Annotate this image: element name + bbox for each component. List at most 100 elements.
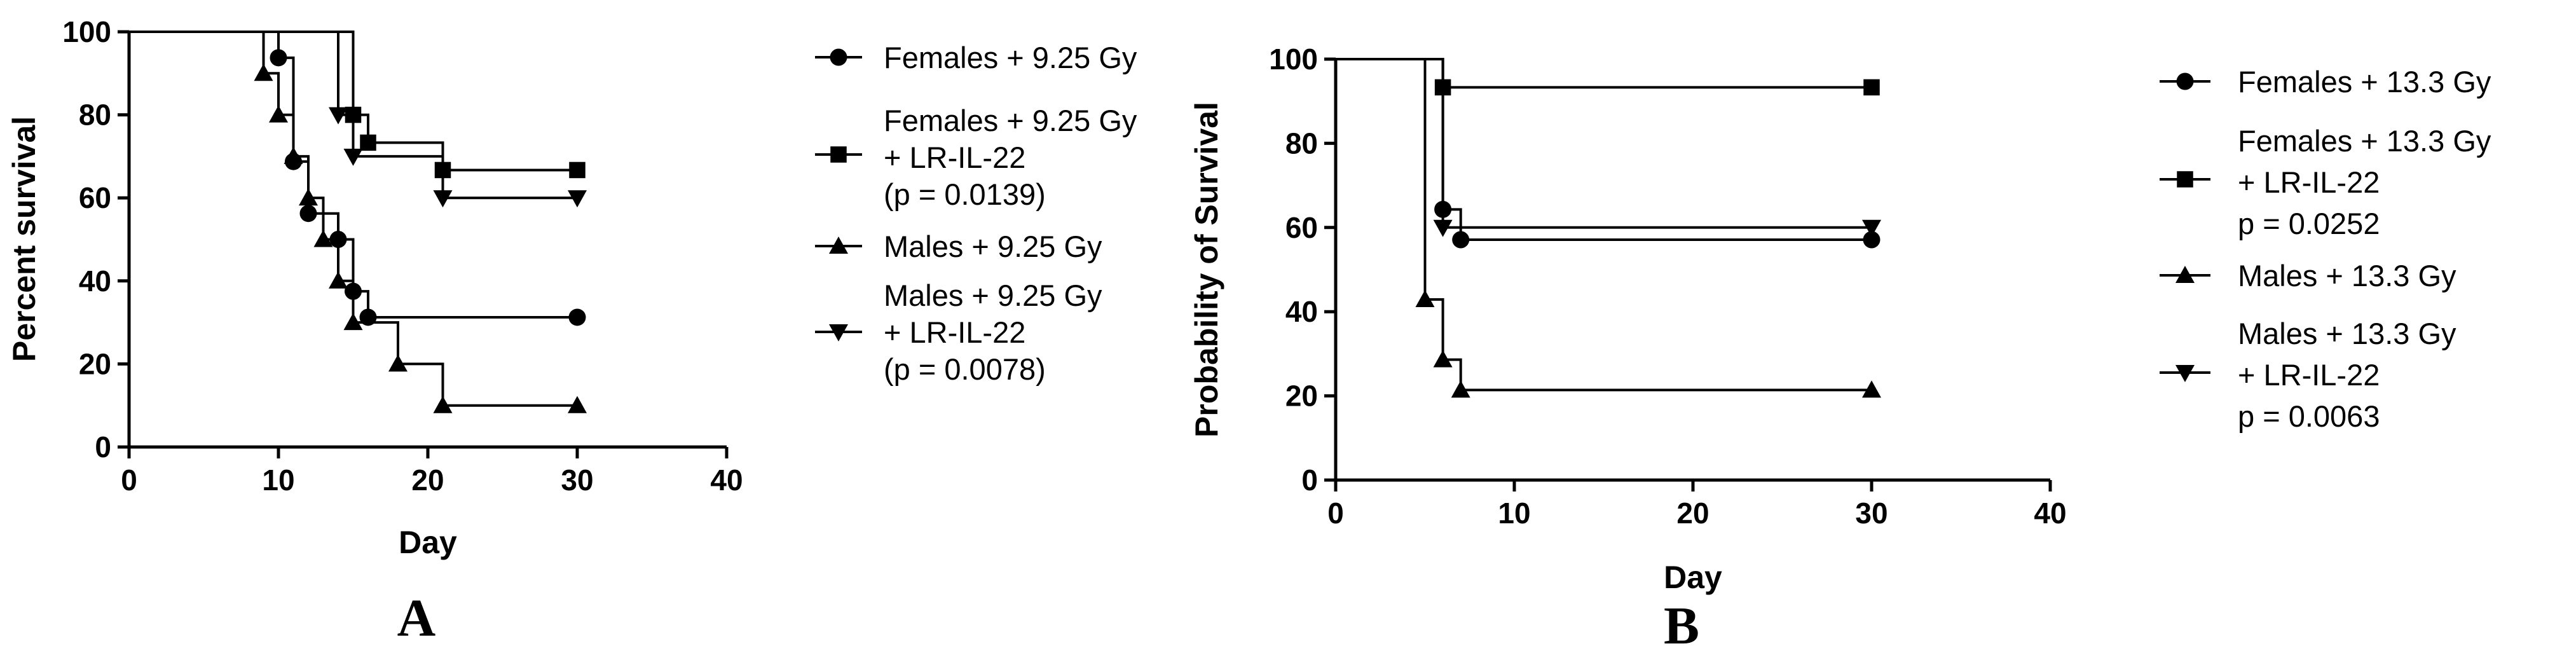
- data-point: [270, 49, 287, 67]
- legend-marker-triangle-up: [2175, 266, 2195, 283]
- legend-entry-3: Males + 13.3 Gy + LR-IL-22 p = 0.0063: [2160, 317, 2456, 433]
- data-point: [1863, 79, 1880, 96]
- x-tick-label: 30: [561, 464, 593, 497]
- legend-label-line: (p = 0.0139): [884, 177, 1046, 211]
- data-point: [1451, 380, 1470, 398]
- series-2: [129, 31, 587, 413]
- x-tick-label: 10: [1498, 497, 1530, 530]
- x-axis-label: Day: [1664, 560, 1722, 595]
- survival-step-line: [1336, 58, 1872, 229]
- x-tick-label: 0: [121, 464, 137, 497]
- panel-letter: A: [397, 589, 436, 648]
- data-point: [269, 105, 288, 123]
- x-tick-label: 40: [710, 464, 743, 497]
- y-tick-label: 60: [1285, 211, 1318, 244]
- legend-label-line: p = 0.0252: [2238, 207, 2380, 240]
- data-point: [1862, 380, 1881, 398]
- panel-letter: B: [1664, 596, 1699, 653]
- x-tick-label: 20: [1676, 497, 1709, 530]
- y-tick-label: 0: [95, 430, 111, 464]
- data-point: [1862, 219, 1881, 237]
- data-point: [433, 395, 453, 413]
- series-0: [129, 31, 586, 326]
- y-axis-label: Probability of Survival: [1189, 102, 1224, 437]
- x-tick-label: 40: [2034, 497, 2066, 530]
- legend-marker-circle: [2176, 72, 2194, 90]
- data-point: [1452, 231, 1470, 249]
- y-tick-label: 40: [79, 265, 111, 298]
- data-point: [299, 205, 317, 223]
- legend-label-line: Females + 13.3 Gy: [2238, 124, 2491, 158]
- y-tick-label: 20: [1285, 380, 1318, 413]
- legend-entry-2: Males + 13.3 Gy: [2160, 259, 2456, 292]
- data-point: [568, 308, 586, 326]
- data-point: [299, 188, 318, 206]
- legend-label: Males + 13.3 Gy: [2238, 259, 2456, 292]
- data-point: [284, 146, 303, 164]
- legend-label-line: + LR-IL-22: [2238, 165, 2380, 199]
- legend-marker-circle: [830, 48, 847, 66]
- y-tick-label: 0: [1301, 464, 1318, 497]
- series-1: [1336, 58, 1880, 96]
- x-tick-label: 10: [262, 464, 294, 497]
- data-point: [568, 395, 587, 413]
- data-point: [313, 230, 333, 247]
- data-point: [329, 271, 348, 289]
- data-point: [1415, 290, 1435, 308]
- legend-label-line: Females + 9.25 Gy: [884, 104, 1137, 137]
- data-point: [1433, 219, 1453, 237]
- legend-label-line: + LR-IL-22: [2238, 358, 2380, 392]
- chart-panel-b: 0 10 20 30 40 0 20 40 60 80 100 Day Probability of S…: [1189, 43, 2491, 653]
- data-point: [360, 134, 376, 151]
- legend-entry-0: Females + 9.25 Gy: [815, 41, 1137, 74]
- legend-entry-1: Females + 9.25 Gy + LR-IL-22(p = 0.0139): [815, 104, 1137, 211]
- y-tick-label: 80: [79, 99, 111, 132]
- data-point: [343, 148, 363, 166]
- x-tick-label: 20: [411, 464, 444, 497]
- legend-label-line: Males + 9.25 Gy: [884, 278, 1102, 312]
- legend-label: Females + 13.3 Gy: [2238, 65, 2491, 99]
- legend-label-line: p = 0.0063: [2238, 399, 2380, 433]
- legend-marker-triangle-down: [829, 324, 848, 341]
- series-2: [1336, 58, 1881, 398]
- series-3: [1336, 58, 1881, 237]
- data-point: [568, 190, 587, 208]
- legend-marker-square: [830, 146, 847, 163]
- chart-panel-a: 0 10 20 30 40 0 20 40 60 80 100 Day Percent survival…: [6, 15, 1137, 648]
- series-3: [129, 31, 587, 208]
- data-point: [433, 190, 453, 208]
- data-point: [343, 313, 363, 331]
- legend-label: Females + 9.25 Gy: [884, 41, 1137, 74]
- legend-label-line: Males + 13.3 Gy: [2238, 317, 2456, 350]
- y-tick-label: 80: [1285, 127, 1318, 160]
- legend-entry-1: Females + 13.3 Gy + LR-IL-22 p = 0.0252: [2160, 124, 2491, 240]
- data-point: [1433, 350, 1453, 368]
- y-tick-label: 20: [79, 347, 111, 380]
- survival-step-line: [1336, 58, 1872, 89]
- x-tick-label: 0: [1327, 497, 1344, 530]
- legend-marker-triangle-down: [2175, 365, 2195, 382]
- legend-marker-square: [2177, 171, 2193, 188]
- legend-marker-triangle-up: [829, 237, 848, 254]
- x-axis-label: Day: [399, 525, 457, 560]
- legend-label: Males + 9.25 Gy: [884, 230, 1102, 263]
- data-point: [388, 354, 408, 372]
- legend-label-line: + LR-IL-22: [884, 141, 1025, 174]
- legend-entry-3: Males + 9.25 Gy+ LR-IL-22(p = 0.0078): [815, 278, 1102, 386]
- y-axis-label: Percent survival: [6, 116, 42, 362]
- legend-entry-0: Females + 13.3 Gy: [2160, 65, 2491, 99]
- y-tick-label: 100: [1269, 43, 1318, 76]
- x-tick-label: 30: [1855, 497, 1887, 530]
- data-point: [254, 64, 273, 81]
- survival-step-line: [1336, 58, 1872, 392]
- data-point: [569, 162, 586, 179]
- legend-label-line: + LR-IL-22: [884, 315, 1025, 349]
- legend-label-line: (p = 0.0078): [884, 352, 1046, 386]
- data-point: [1863, 231, 1881, 249]
- data-point: [329, 107, 348, 125]
- legend-entry-2: Males + 9.25 Gy: [815, 230, 1102, 263]
- y-tick-label: 60: [79, 181, 111, 214]
- y-tick-label: 100: [62, 15, 111, 48]
- y-tick-label: 40: [1285, 295, 1318, 328]
